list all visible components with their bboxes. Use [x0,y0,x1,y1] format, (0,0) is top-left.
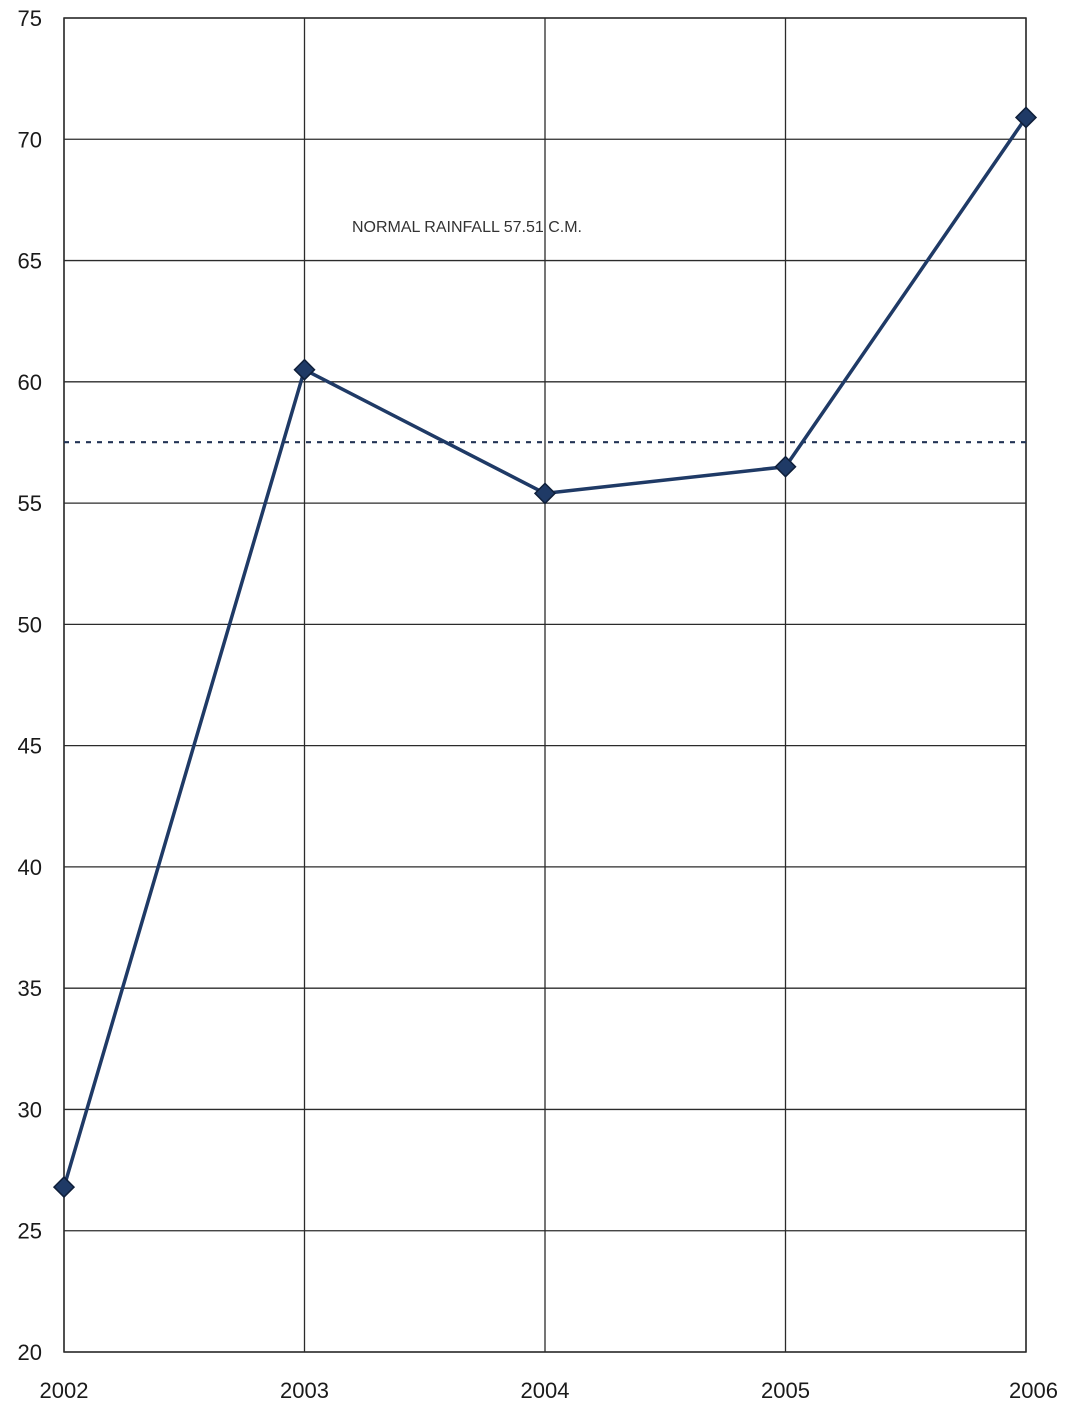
y-tick-label: 25 [18,1219,42,1244]
normal-rainfall-annotation: NORMAL RAINFALL 57.51 C.M. [352,219,582,236]
y-tick-label: 45 [18,734,42,759]
y-tick-label: 50 [18,612,42,637]
x-tick-label: 2006 [1009,1378,1058,1403]
y-tick-label: 65 [18,249,42,274]
x-axis-tick-labels: 2002 2003 2004 2005 2006 [40,1378,1058,1403]
y-axis-tick-labels: 20 25 30 35 40 45 50 55 60 65 70 75 [18,6,42,1365]
x-tick-label: 2002 [40,1378,89,1403]
y-tick-label: 60 [18,370,42,395]
x-tick-label: 2005 [761,1378,810,1403]
data-point-marker [533,482,557,505]
y-tick-label: 20 [18,1340,42,1365]
y-tick-label: 75 [18,6,42,31]
y-tick-label: 35 [18,976,42,1001]
data-point-marker [1014,106,1038,129]
x-tick-label: 2004 [521,1378,570,1403]
plot-area-border [63,17,1027,1353]
data-point-marker [52,1176,76,1199]
y-tick-label: 55 [18,491,42,516]
y-tick-label: 30 [18,1097,42,1122]
y-tick-label: 40 [18,855,42,880]
y-tick-label: 70 [18,127,42,152]
data-point-marker [293,358,316,381]
x-tick-label: 2003 [280,1378,329,1403]
data-point-marker [774,455,797,478]
rainfall-series-markers [52,106,1038,1199]
